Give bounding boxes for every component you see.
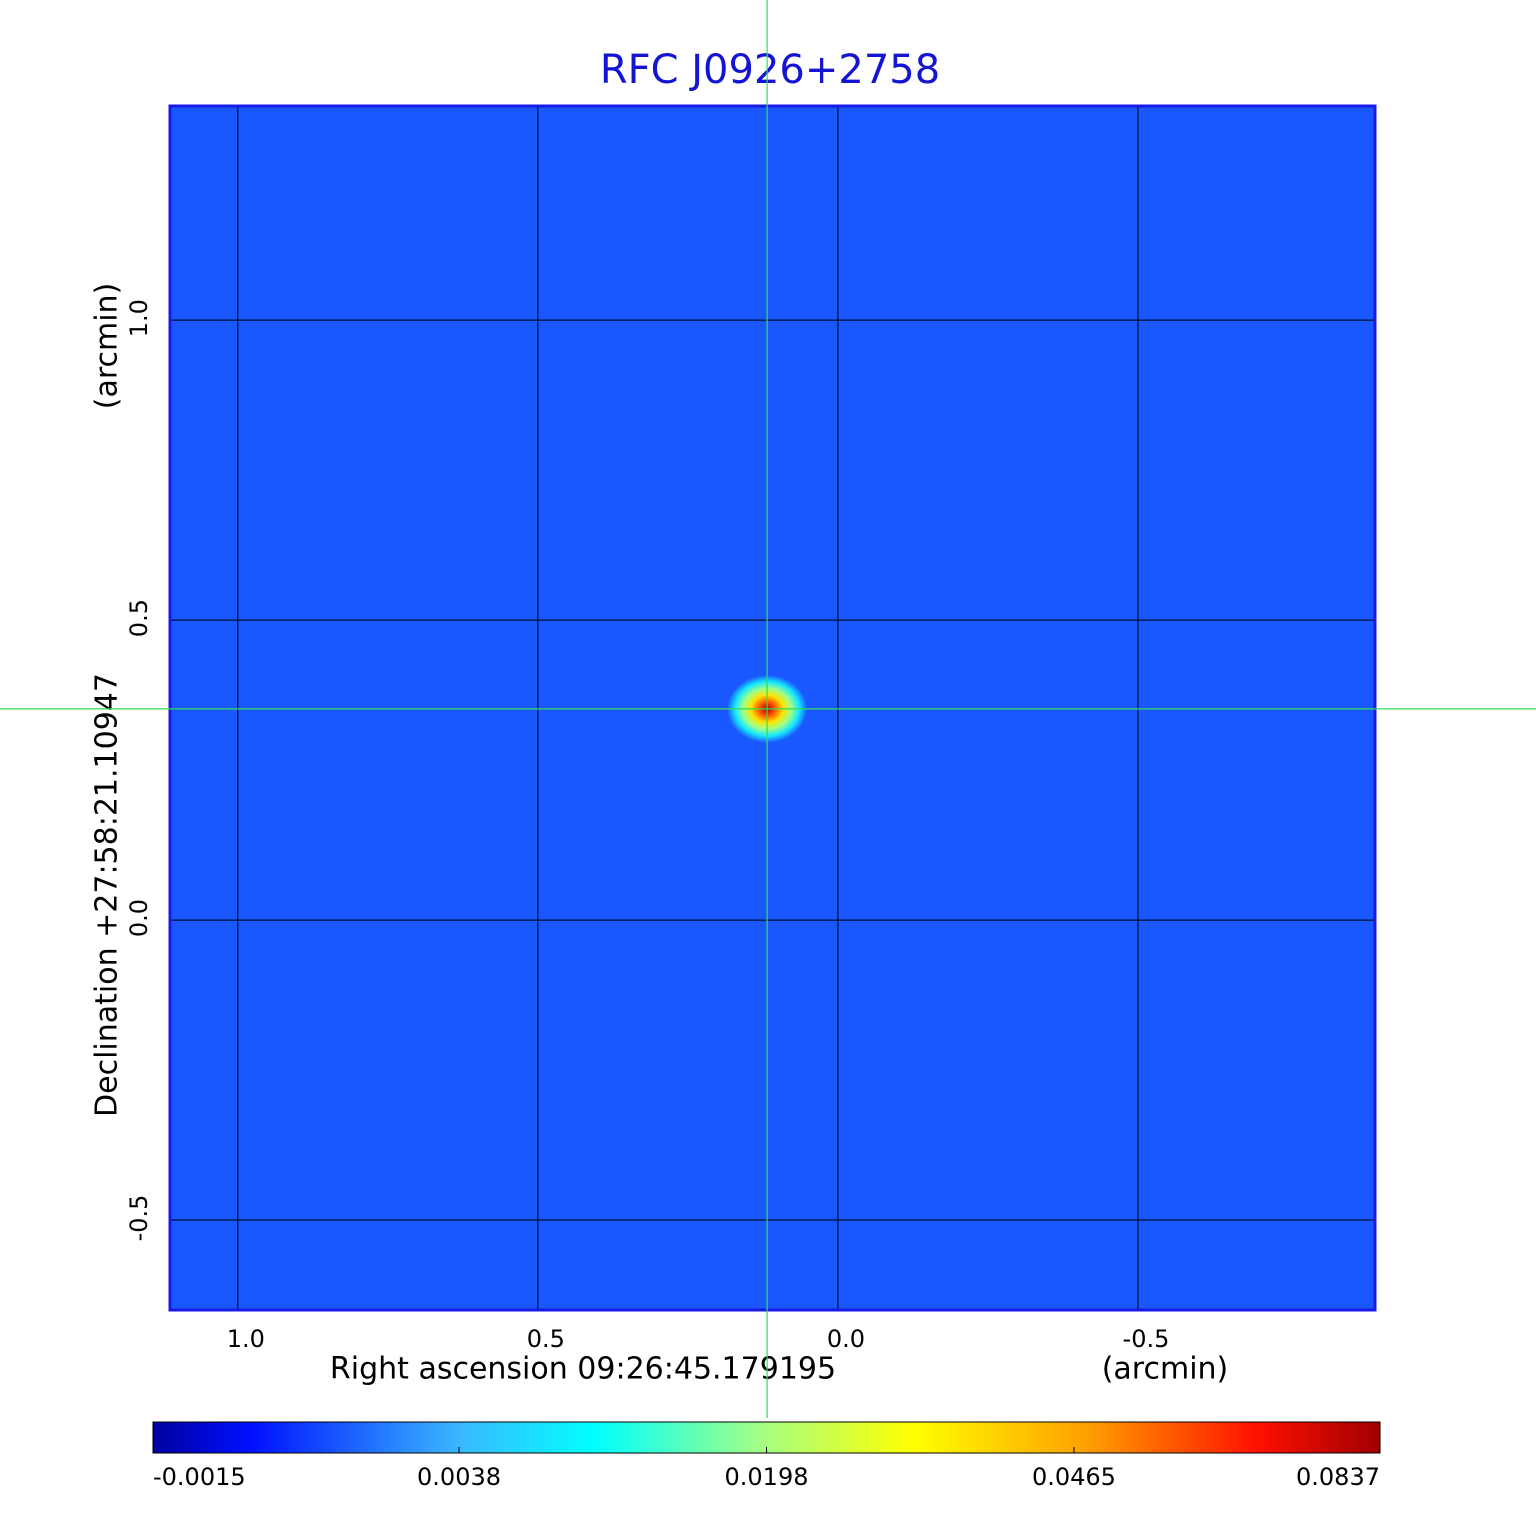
- x-tick-label: 0.0: [827, 1325, 865, 1353]
- y-tick-label: 1.0: [125, 299, 153, 337]
- x-axis-label: Right ascension 09:26:45.179195: [330, 1352, 836, 1387]
- x-tick-label: 1.0: [227, 1325, 265, 1353]
- colorbar-tick-label: -0.0015: [153, 1463, 246, 1491]
- colorbar-tick-label: 0.0198: [725, 1463, 809, 1491]
- colorbar-tick-label: 0.0038: [417, 1463, 501, 1491]
- y-tick-label: 0.5: [125, 599, 153, 637]
- y-tick-label: -0.5: [125, 1195, 153, 1242]
- x-tick-label: 0.5: [527, 1325, 565, 1353]
- y-axis-unit: (arcmin): [90, 283, 125, 410]
- chart-title: RFC J0926+2758: [600, 47, 940, 93]
- colorbar-tick-label: 0.0837: [1296, 1463, 1380, 1491]
- y-tick-label: 0.0: [125, 899, 153, 937]
- image-area: [170, 106, 1375, 1310]
- y-axis-label: Declination +27:58:21.10947: [90, 673, 125, 1117]
- plot-frame: [168, 104, 1377, 1312]
- colorbar-tick-label: 0.0465: [1032, 1463, 1116, 1491]
- x-axis-unit: (arcmin): [1102, 1352, 1229, 1387]
- x-tick-label: -0.5: [1123, 1325, 1170, 1353]
